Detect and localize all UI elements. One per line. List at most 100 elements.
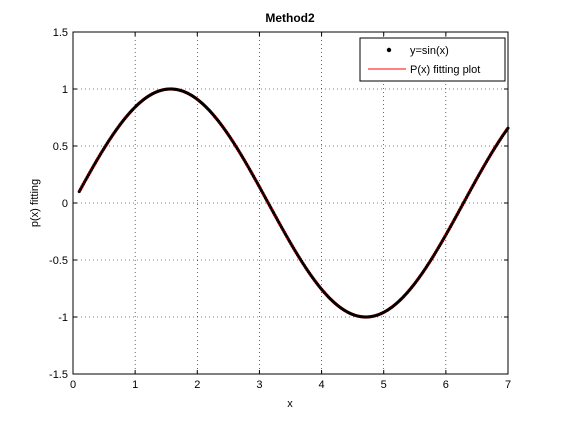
series-sin-point: [297, 255, 301, 259]
series-sin-point: [250, 172, 254, 176]
series-sin-point: [246, 165, 250, 169]
series-sin-point: [277, 220, 281, 224]
series-sin-point: [263, 196, 267, 200]
y-tick-label: 0: [62, 198, 68, 210]
legend-label-fit: P(x) fitting plot: [410, 64, 480, 76]
series-sin-point: [249, 169, 253, 173]
series-sin-point: [233, 142, 237, 146]
legend-label-sin: y=sin(x): [410, 45, 449, 57]
series-sin-point: [259, 189, 263, 193]
y-tick-label: -0.5: [49, 255, 68, 267]
series-sin-point: [450, 222, 454, 226]
series-sin-point: [261, 191, 265, 195]
series-sin-point: [262, 193, 266, 197]
series-sin-point: [97, 154, 101, 158]
series-sin-point: [265, 198, 269, 202]
grid-layer: [73, 32, 508, 374]
x-tick-label: 6: [443, 379, 449, 391]
chart-title: Method2: [265, 11, 315, 25]
series-sin-point: [482, 164, 486, 168]
series-sin-point: [241, 155, 245, 159]
x-tick-label: 3: [256, 379, 262, 391]
plot-frame: [72, 31, 509, 375]
series-sin-point: [431, 255, 435, 259]
series-sin-point: [481, 167, 485, 171]
series-sin-point: [273, 213, 277, 217]
legend-marker-sin: [386, 47, 392, 53]
series-sin-point: [474, 178, 478, 182]
series-sin-point: [455, 213, 459, 217]
series-sin-point: [489, 153, 493, 157]
series-sin-point: [493, 146, 497, 150]
x-axis-label: x: [287, 398, 293, 410]
series-sin-point: [243, 160, 247, 164]
series-sin-point: [296, 253, 300, 257]
y-axis-label: p(x) fitting: [29, 179, 41, 227]
series-sin-point: [490, 151, 494, 155]
series-sin-point: [103, 145, 107, 149]
series-sin-point: [459, 205, 463, 209]
x-tick-label: 5: [381, 379, 387, 391]
series-sin-point: [289, 242, 293, 246]
series-sin-point: [101, 148, 105, 152]
series-sin-point: [428, 259, 432, 263]
series-sin-point: [80, 185, 84, 189]
series-sin-point: [473, 181, 476, 185]
series-sin-point: [491, 148, 495, 152]
legend: y=sin(x) P(x) fitting plot: [359, 37, 506, 82]
series-sin-point: [266, 201, 270, 205]
series-sin-point: [292, 246, 296, 250]
series-sin-point: [237, 149, 241, 153]
series-sin-point: [270, 208, 274, 212]
x-tick-label: 1: [132, 379, 138, 391]
y-tick-label: 0.5: [53, 141, 68, 153]
series-sin-point: [454, 215, 458, 219]
series-sin-point: [84, 177, 88, 181]
series-sin-point: [87, 173, 91, 177]
series-sin-point: [444, 232, 448, 236]
series-sin-point: [487, 155, 491, 159]
series-sin-point: [448, 225, 452, 229]
series-sin-point: [258, 186, 262, 190]
series-sin-point: [91, 166, 95, 170]
series-sin-point: [436, 246, 440, 250]
series-sin-point: [486, 157, 490, 161]
series-layer: [77, 87, 510, 319]
series-sin-point: [99, 152, 103, 156]
series-sin-point: [245, 162, 249, 166]
series-sin-point: [93, 161, 97, 165]
series-sin-point: [479, 169, 483, 173]
series-sin-point: [290, 244, 294, 248]
y-tick-label: 1: [62, 84, 68, 96]
series-sin-point: [470, 186, 474, 190]
series-sin-point: [447, 227, 451, 231]
series-sin-point: [483, 162, 487, 166]
series-sin-point: [435, 248, 439, 252]
series-sin-point: [77, 190, 81, 194]
series-sin-point: [280, 225, 284, 229]
series-sin-point: [475, 176, 479, 180]
series-sin-point: [462, 200, 466, 204]
series-sin-point: [253, 176, 257, 180]
series-sin-point: [255, 181, 259, 185]
series-sin-point: [485, 160, 489, 164]
series-sin-point: [92, 163, 96, 167]
series-sin-point: [282, 230, 286, 234]
series-sin-point: [100, 150, 104, 154]
series-sin-point: [257, 184, 261, 188]
series-sin-point: [294, 251, 298, 255]
series-sin-point: [274, 216, 278, 220]
series-sin-point: [463, 198, 467, 202]
series-sin-point: [251, 174, 255, 178]
series-sin-point: [439, 241, 443, 245]
series-sin-point: [242, 158, 246, 162]
series-sin-point: [293, 249, 297, 253]
series-sin-point: [443, 234, 447, 238]
series-sin-point: [456, 210, 460, 214]
series-sin-point: [286, 237, 290, 241]
x-tick-label: 7: [505, 379, 511, 391]
series-sin-point: [438, 244, 442, 248]
series-sin-point: [276, 218, 280, 222]
series-sin-point: [95, 159, 99, 163]
